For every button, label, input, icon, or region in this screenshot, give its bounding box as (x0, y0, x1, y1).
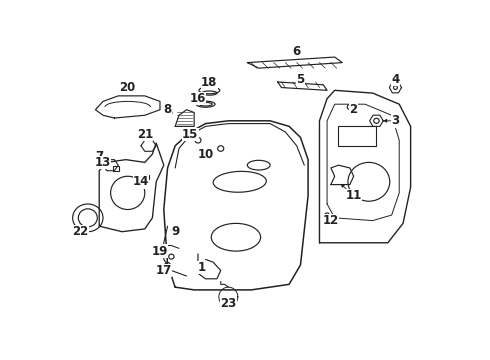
Text: 1: 1 (197, 261, 206, 274)
Text: 21: 21 (137, 128, 153, 141)
Text: 7: 7 (95, 150, 103, 163)
Text: 4: 4 (392, 73, 399, 86)
Text: 12: 12 (323, 214, 339, 227)
Text: 5: 5 (296, 73, 305, 86)
Bar (113, 166, 120, 171)
Text: 17: 17 (156, 264, 172, 277)
Text: 13: 13 (95, 156, 111, 169)
Text: 3: 3 (392, 114, 399, 127)
Text: 23: 23 (220, 297, 237, 310)
Text: 6: 6 (293, 45, 301, 58)
Text: 18: 18 (201, 76, 218, 89)
Text: 14: 14 (133, 175, 149, 188)
Text: 10: 10 (197, 148, 214, 161)
Text: 20: 20 (120, 81, 136, 94)
Text: 16: 16 (190, 92, 206, 105)
Text: 19: 19 (152, 244, 168, 258)
Text: 9: 9 (171, 225, 179, 238)
Text: 15: 15 (182, 128, 198, 141)
Text: 11: 11 (345, 189, 362, 202)
Text: 2: 2 (349, 103, 358, 116)
Bar (339, 126, 376, 146)
Text: 22: 22 (72, 225, 88, 238)
Bar (143, 175, 149, 179)
Text: 8: 8 (164, 103, 171, 116)
